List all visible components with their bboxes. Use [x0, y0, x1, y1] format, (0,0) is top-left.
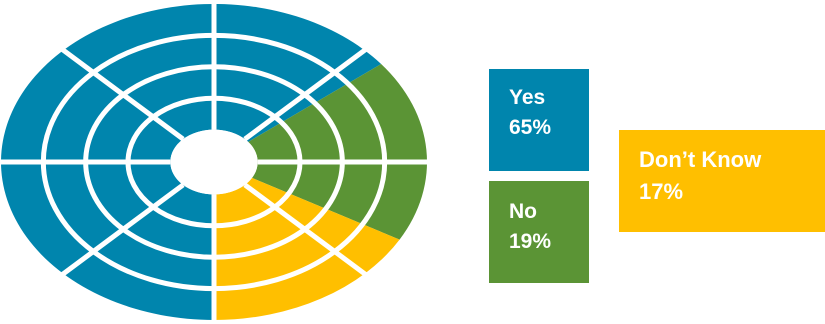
- legend-box-dont-know: Don’t Know 17%: [619, 130, 825, 232]
- sector-divider: [58, 46, 185, 142]
- legend-box-yes: Yes 65%: [489, 69, 589, 171]
- sector-divider: [243, 46, 370, 142]
- legend-label-dont-know: Don’t Know: [639, 147, 762, 172]
- grid-dividers: [0, 0, 432, 324]
- pie-slice-no: [248, 64, 427, 240]
- sector-divider: [243, 182, 370, 278]
- legend-value-yes: 65%: [509, 116, 552, 140]
- legend-box-no: No 19%: [489, 181, 589, 283]
- legend-value-dont-know: 17%: [639, 178, 684, 204]
- center-hole: [170, 129, 258, 195]
- legend-label-no: No: [509, 200, 537, 223]
- ring-pie-chart: [0, 0, 432, 324]
- legend-label-yes: Yes: [509, 86, 546, 109]
- sector-divider: [58, 182, 185, 278]
- legend-value-no: 19%: [509, 230, 552, 254]
